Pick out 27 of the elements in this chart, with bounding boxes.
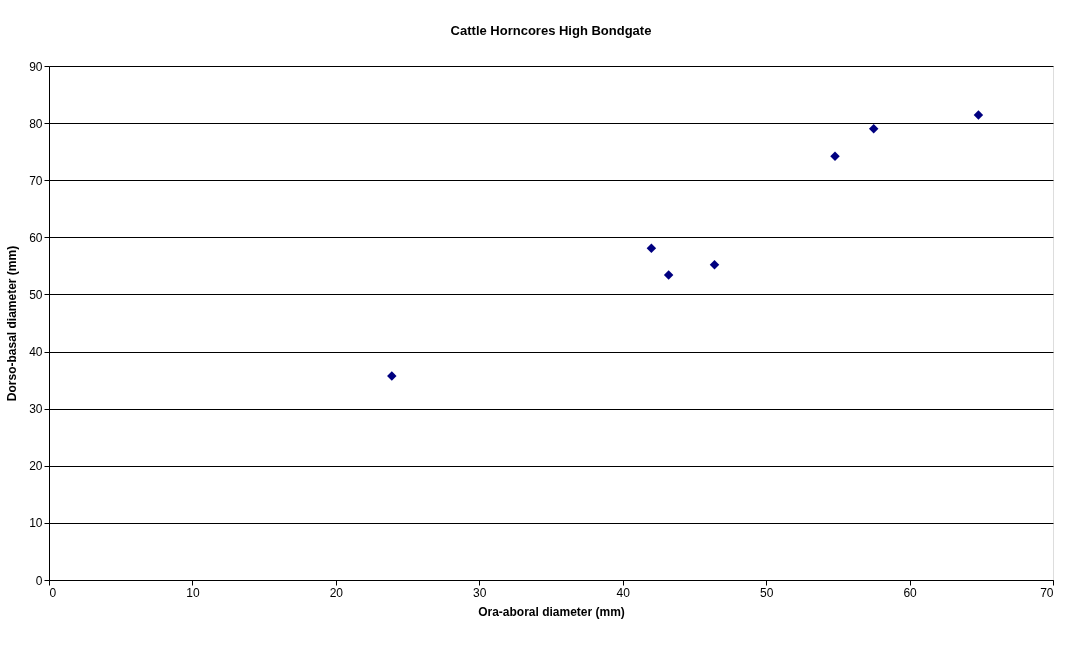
- x-tick-label: 50: [759, 585, 774, 600]
- y-tick-label: 80: [29, 116, 43, 131]
- x-tick-label: 20: [329, 585, 344, 600]
- x-tick-label: 40: [616, 585, 631, 600]
- x-tick-label: 60: [903, 585, 918, 600]
- x-tick-label: 10: [186, 585, 200, 600]
- y-tick-label: 70: [29, 173, 43, 188]
- point: [646, 243, 657, 253]
- point: [709, 260, 720, 270]
- point: [663, 270, 674, 280]
- y-tick-label: 40: [29, 345, 43, 360]
- x-axis-title: Ora-aboral diameter (mm): [478, 604, 625, 619]
- chart-title: Cattle Horncores High Bondgate: [450, 23, 652, 38]
- y-tick-label: 0: [35, 573, 43, 588]
- y-tick-label: 10: [29, 516, 43, 531]
- x-tick-label: 0: [49, 585, 57, 600]
- y-tick-label: 60: [29, 230, 43, 245]
- point: [387, 371, 397, 381]
- point: [973, 110, 984, 120]
- x-tick-label: 30: [473, 585, 487, 600]
- y-axis-title: Dorso-basal diameter (mm): [5, 245, 20, 402]
- y-tick-label: 90: [29, 59, 43, 74]
- x-tick-label: 70: [1040, 585, 1054, 600]
- y-tick-label: 30: [29, 402, 43, 417]
- y-tick-label: 50: [29, 287, 43, 302]
- y-tick-label: 20: [29, 459, 43, 474]
- point: [868, 124, 879, 134]
